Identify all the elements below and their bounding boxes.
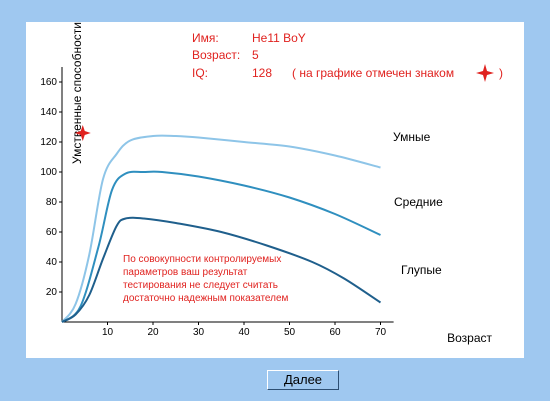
- legend-star-icon: [476, 64, 494, 82]
- series-label: Средние: [394, 195, 443, 209]
- x-axis-title: Возраст: [447, 331, 492, 345]
- chart-series: Умные Средние Глупые: [61, 125, 443, 323]
- chart-axes: 10 20 30 40 50 60 70 20 40 60 80 100 120 140 160 Возрас…: [40, 22, 492, 345]
- name-value: He11 BoY: [252, 31, 306, 45]
- series-line: [61, 170, 381, 323]
- y-axis-title: Умственные способности: [70, 22, 84, 164]
- series-line: [61, 134, 381, 323]
- iq-label: IQ:: [192, 66, 208, 80]
- y-tick-label: 140: [40, 107, 57, 118]
- iq-note-close: ): [499, 66, 503, 80]
- y-tick-label: 80: [46, 197, 58, 208]
- result-note: По совокупности контролируемых параметро…: [123, 254, 289, 304]
- y-tick-label: 20: [46, 287, 58, 298]
- next-button[interactable]: Далее: [267, 370, 339, 390]
- series-label: Умные: [393, 130, 431, 144]
- note-line: параметров ваш результат: [123, 267, 248, 278]
- note-line: тестирования не следует считать: [123, 280, 278, 291]
- x-tick-label: 10: [102, 327, 114, 338]
- iq-chart: Имя: He11 BoY Возраст: 5 IQ: 128 ( на гр…: [40, 22, 503, 345]
- name-label: Имя:: [192, 31, 219, 45]
- y-tick-label: 120: [40, 137, 57, 148]
- iq-value: 128: [252, 66, 272, 80]
- x-tick-label: 70: [375, 327, 387, 338]
- y-tick-label: 40: [46, 257, 58, 268]
- age-value: 5: [252, 48, 259, 62]
- x-tick-label: 60: [329, 327, 341, 338]
- series-label: Глупые: [401, 263, 442, 277]
- info-block: Имя: He11 BoY Возраст: 5 IQ: 128 ( на гр…: [192, 31, 503, 82]
- chart-panel: Имя: He11 BoY Возраст: 5 IQ: 128 ( на гр…: [26, 22, 524, 358]
- series-line: [61, 216, 382, 323]
- y-tick-label: 160: [40, 77, 57, 88]
- y-tick-label: 100: [40, 167, 57, 178]
- x-tick-label: 30: [193, 327, 205, 338]
- x-tick-label: 50: [284, 327, 296, 338]
- iq-note-open: ( на графике отмечен знаком: [292, 66, 454, 80]
- note-line: По совокупности контролируемых: [123, 254, 281, 265]
- y-tick-label: 60: [46, 227, 58, 238]
- result-marker-star-icon: [74, 125, 91, 141]
- age-label: Возраст:: [192, 48, 240, 62]
- note-line: достаточно надежным показателем: [123, 293, 289, 304]
- x-tick-label: 20: [147, 327, 159, 338]
- x-tick-label: 40: [238, 327, 250, 338]
